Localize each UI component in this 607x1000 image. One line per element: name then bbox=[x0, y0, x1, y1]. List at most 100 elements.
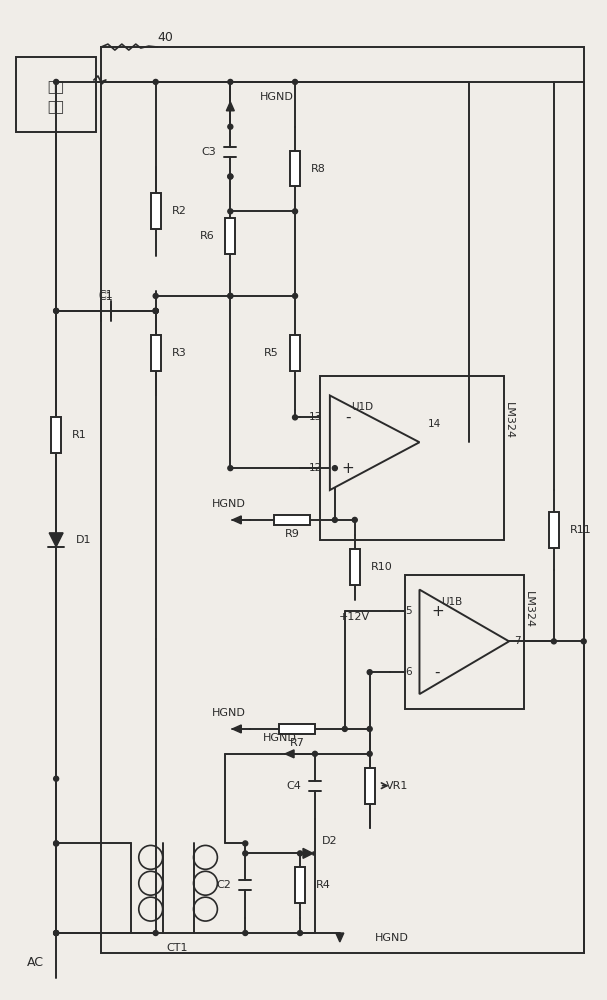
Text: R2: R2 bbox=[172, 206, 186, 216]
Circle shape bbox=[293, 209, 297, 214]
Bar bbox=[404, 575, 524, 709]
Text: HGND: HGND bbox=[263, 733, 297, 743]
Text: C1: C1 bbox=[98, 292, 114, 302]
Text: HGND: HGND bbox=[375, 933, 409, 943]
Circle shape bbox=[243, 851, 248, 856]
Text: R4: R4 bbox=[316, 880, 331, 890]
Text: R5: R5 bbox=[265, 348, 279, 358]
Bar bbox=[225, 218, 236, 254]
Circle shape bbox=[367, 751, 372, 756]
Circle shape bbox=[228, 174, 233, 179]
Text: 振荡: 振荡 bbox=[48, 80, 64, 94]
Circle shape bbox=[228, 466, 233, 471]
Text: R1: R1 bbox=[72, 430, 87, 440]
Bar bbox=[290, 151, 300, 186]
Text: HGND: HGND bbox=[211, 499, 245, 509]
Circle shape bbox=[313, 751, 317, 756]
Circle shape bbox=[153, 308, 158, 313]
Text: R3: R3 bbox=[172, 348, 186, 358]
Bar bbox=[290, 335, 300, 371]
Text: 6: 6 bbox=[405, 667, 412, 677]
Circle shape bbox=[228, 209, 233, 214]
Polygon shape bbox=[232, 725, 242, 733]
Circle shape bbox=[367, 726, 372, 731]
Bar bbox=[16, 57, 96, 132]
Polygon shape bbox=[419, 590, 509, 694]
Text: +: + bbox=[341, 461, 354, 476]
Circle shape bbox=[367, 670, 372, 675]
Circle shape bbox=[53, 931, 59, 935]
Circle shape bbox=[228, 79, 233, 84]
Circle shape bbox=[297, 931, 302, 935]
Circle shape bbox=[153, 308, 158, 313]
Text: R11: R11 bbox=[570, 525, 592, 535]
Text: U1B: U1B bbox=[441, 597, 462, 607]
Polygon shape bbox=[336, 933, 344, 942]
Text: U1D: U1D bbox=[351, 402, 373, 412]
Text: C4: C4 bbox=[286, 781, 301, 791]
Circle shape bbox=[333, 466, 337, 471]
Polygon shape bbox=[285, 750, 294, 758]
Text: +12V: +12V bbox=[339, 612, 370, 622]
Text: 7: 7 bbox=[514, 636, 521, 646]
Text: C2: C2 bbox=[217, 880, 231, 890]
Circle shape bbox=[243, 841, 248, 846]
Bar bbox=[151, 193, 161, 229]
Bar bbox=[151, 335, 161, 371]
Text: AC: AC bbox=[27, 956, 44, 969]
Polygon shape bbox=[226, 102, 234, 111]
Circle shape bbox=[551, 639, 557, 644]
Text: R6: R6 bbox=[200, 231, 214, 241]
Circle shape bbox=[153, 308, 158, 313]
Text: CT1: CT1 bbox=[167, 943, 188, 953]
Circle shape bbox=[228, 293, 233, 298]
Circle shape bbox=[297, 851, 302, 856]
Circle shape bbox=[243, 931, 248, 935]
Text: LM324: LM324 bbox=[524, 591, 534, 628]
Polygon shape bbox=[232, 516, 242, 524]
Text: D2: D2 bbox=[322, 836, 337, 846]
Text: 40: 40 bbox=[158, 31, 174, 44]
Polygon shape bbox=[49, 533, 63, 547]
Text: 12: 12 bbox=[309, 463, 322, 473]
Polygon shape bbox=[303, 848, 313, 858]
Circle shape bbox=[153, 308, 158, 313]
Text: +: + bbox=[431, 604, 444, 619]
Text: HGND: HGND bbox=[260, 92, 294, 102]
Text: VR1: VR1 bbox=[385, 781, 408, 791]
Text: -: - bbox=[435, 665, 440, 680]
Circle shape bbox=[53, 308, 59, 313]
Bar bbox=[350, 549, 360, 585]
Bar bbox=[295, 867, 305, 903]
Text: R10: R10 bbox=[371, 562, 393, 572]
Text: LM324: LM324 bbox=[504, 402, 514, 439]
Circle shape bbox=[293, 293, 297, 298]
Circle shape bbox=[153, 293, 158, 298]
Polygon shape bbox=[330, 395, 419, 490]
Text: HGND: HGND bbox=[211, 708, 245, 718]
Bar bbox=[320, 376, 504, 540]
Text: R7: R7 bbox=[290, 738, 305, 748]
Text: R9: R9 bbox=[285, 529, 299, 539]
Circle shape bbox=[228, 293, 233, 298]
Text: D1: D1 bbox=[76, 535, 92, 545]
Text: 13: 13 bbox=[309, 412, 322, 422]
Circle shape bbox=[53, 931, 59, 935]
Text: 电路: 电路 bbox=[48, 100, 64, 114]
Circle shape bbox=[153, 931, 158, 935]
Circle shape bbox=[53, 841, 59, 846]
Circle shape bbox=[293, 79, 297, 84]
Bar bbox=[101, 47, 584, 953]
Circle shape bbox=[153, 79, 158, 84]
Circle shape bbox=[342, 726, 347, 731]
Text: C3: C3 bbox=[202, 147, 217, 157]
Bar bbox=[274, 515, 310, 525]
Circle shape bbox=[582, 639, 586, 644]
Circle shape bbox=[53, 308, 59, 313]
Circle shape bbox=[352, 517, 358, 522]
Text: C1: C1 bbox=[98, 290, 114, 300]
Bar bbox=[365, 768, 375, 804]
Circle shape bbox=[53, 776, 59, 781]
Circle shape bbox=[228, 124, 233, 129]
Bar bbox=[279, 724, 315, 734]
